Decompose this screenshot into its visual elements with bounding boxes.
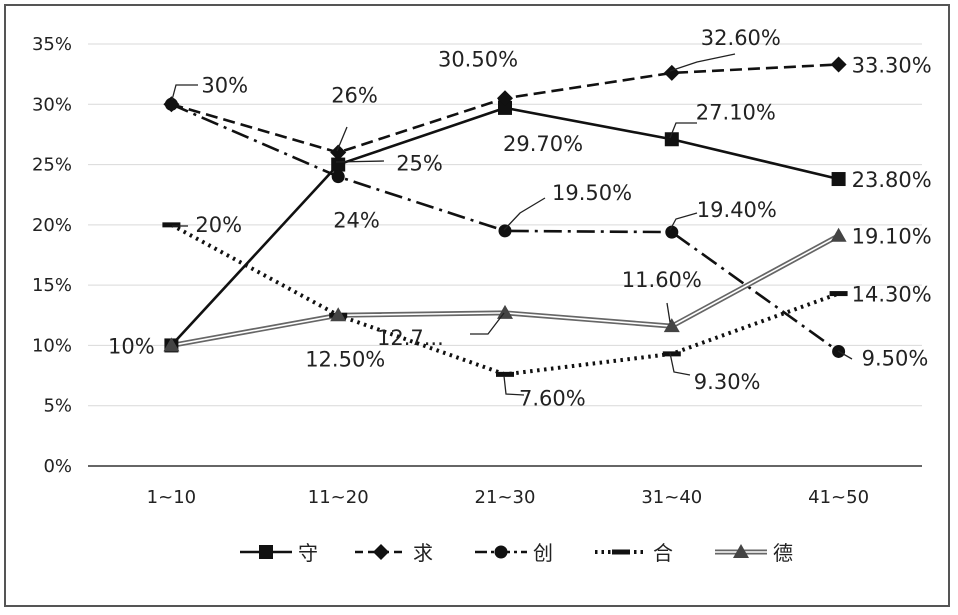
marker-triangle bbox=[497, 304, 513, 319]
leader-line bbox=[171, 84, 198, 101]
data-label: 19.10% bbox=[852, 225, 932, 249]
x-tick-label: 31~40 bbox=[641, 487, 702, 508]
marker-circle bbox=[494, 545, 508, 559]
data-label: 11.60% bbox=[622, 268, 702, 292]
data-label: 7.60% bbox=[519, 386, 586, 410]
data-label: 30.50% bbox=[438, 47, 518, 71]
data-label: 24% bbox=[333, 209, 380, 233]
legend-label: 求 bbox=[413, 541, 433, 565]
leader-line bbox=[503, 375, 525, 396]
marker-square bbox=[664, 132, 679, 147]
data-label: 20% bbox=[195, 213, 242, 237]
leader-line bbox=[669, 122, 697, 139]
data-label: 23.80% bbox=[852, 168, 932, 192]
legend-label: 德 bbox=[773, 541, 793, 565]
marker-diamond bbox=[497, 90, 513, 107]
marker-square bbox=[498, 100, 512, 115]
leader-line bbox=[669, 212, 698, 231]
marker-circle bbox=[498, 224, 512, 238]
data-label: 19.50% bbox=[552, 181, 632, 205]
marker-triangle bbox=[830, 227, 847, 242]
legend-label: 守 bbox=[298, 541, 318, 565]
x-tick-label: 11~20 bbox=[308, 487, 369, 508]
y-tick-label: 35% bbox=[32, 34, 72, 55]
y-tick-label: 0% bbox=[43, 456, 72, 477]
leader-line bbox=[666, 302, 671, 323]
data-label: 26% bbox=[331, 84, 378, 108]
marker-triangle bbox=[163, 337, 180, 352]
marker-triangle bbox=[663, 318, 680, 333]
y-tick-label: 30% bbox=[32, 94, 72, 115]
legend-label: 合 bbox=[653, 541, 673, 565]
data-label: 14.30% bbox=[852, 283, 932, 307]
marker-square bbox=[331, 157, 346, 172]
y-tick-label: 10% bbox=[32, 335, 72, 356]
marker-dash bbox=[496, 371, 514, 377]
marker-triangle bbox=[733, 544, 749, 558]
marker-dash bbox=[662, 351, 681, 357]
x-axis-ticks: 1~10 11~20 21~30 31~40 41~50 bbox=[147, 487, 869, 508]
marker-square bbox=[259, 545, 273, 559]
leader-line bbox=[503, 197, 546, 231]
marker-circle bbox=[164, 97, 178, 111]
data-label: 12.50% bbox=[305, 347, 385, 371]
leader-line bbox=[669, 352, 691, 376]
marker-dash bbox=[829, 291, 848, 297]
leader-line bbox=[336, 126, 348, 152]
data-label: 10% bbox=[108, 334, 155, 358]
data-label: 32.60% bbox=[701, 26, 781, 50]
marker-triangle bbox=[330, 307, 347, 322]
data-label: 33.30% bbox=[852, 53, 932, 77]
data-label: 29.70% bbox=[503, 132, 583, 156]
leader-line bbox=[335, 160, 385, 163]
y-axis-ticks: 0% 5% 10% 15% 20% 25% 30% 35% bbox=[32, 34, 72, 477]
data-label: 25% bbox=[396, 152, 443, 176]
marker-circle bbox=[665, 225, 679, 239]
data-label: 27.10% bbox=[696, 100, 776, 124]
data-labels: 10% 25% 29.70% 27.10% 23.80% 30% 26% 30.50% 32.6… bbox=[108, 26, 932, 410]
marker-diamond bbox=[330, 144, 347, 161]
legend-label: 创 bbox=[533, 541, 553, 565]
marker-dash bbox=[612, 549, 630, 555]
marker-dash bbox=[162, 222, 181, 228]
marker-square bbox=[831, 172, 846, 187]
data-label: 19.40% bbox=[697, 198, 777, 222]
leader-line bbox=[470, 312, 505, 335]
y-tick-label: 5% bbox=[43, 396, 72, 417]
y-tick-label: 25% bbox=[32, 155, 72, 176]
x-tick-label: 21~30 bbox=[475, 487, 536, 508]
x-tick-label: 41~50 bbox=[808, 487, 869, 508]
series-line-合 bbox=[170, 223, 840, 377]
y-tick-label: 15% bbox=[32, 275, 72, 296]
data-label: 9.30% bbox=[694, 370, 761, 394]
data-label: 30% bbox=[201, 73, 248, 97]
marker-diamond bbox=[830, 56, 847, 73]
leader-line bbox=[669, 53, 736, 72]
leader-line bbox=[837, 350, 853, 360]
marker-diamond bbox=[663, 64, 680, 81]
x-tick-label: 1~10 bbox=[147, 487, 196, 508]
marker-circle bbox=[331, 170, 345, 184]
data-label: 9.50% bbox=[862, 346, 929, 370]
y-tick-label: 20% bbox=[32, 215, 72, 236]
marker-diamond bbox=[373, 544, 389, 560]
legend: 守求创合德 bbox=[240, 541, 793, 565]
data-label: 12.7... bbox=[377, 326, 444, 350]
